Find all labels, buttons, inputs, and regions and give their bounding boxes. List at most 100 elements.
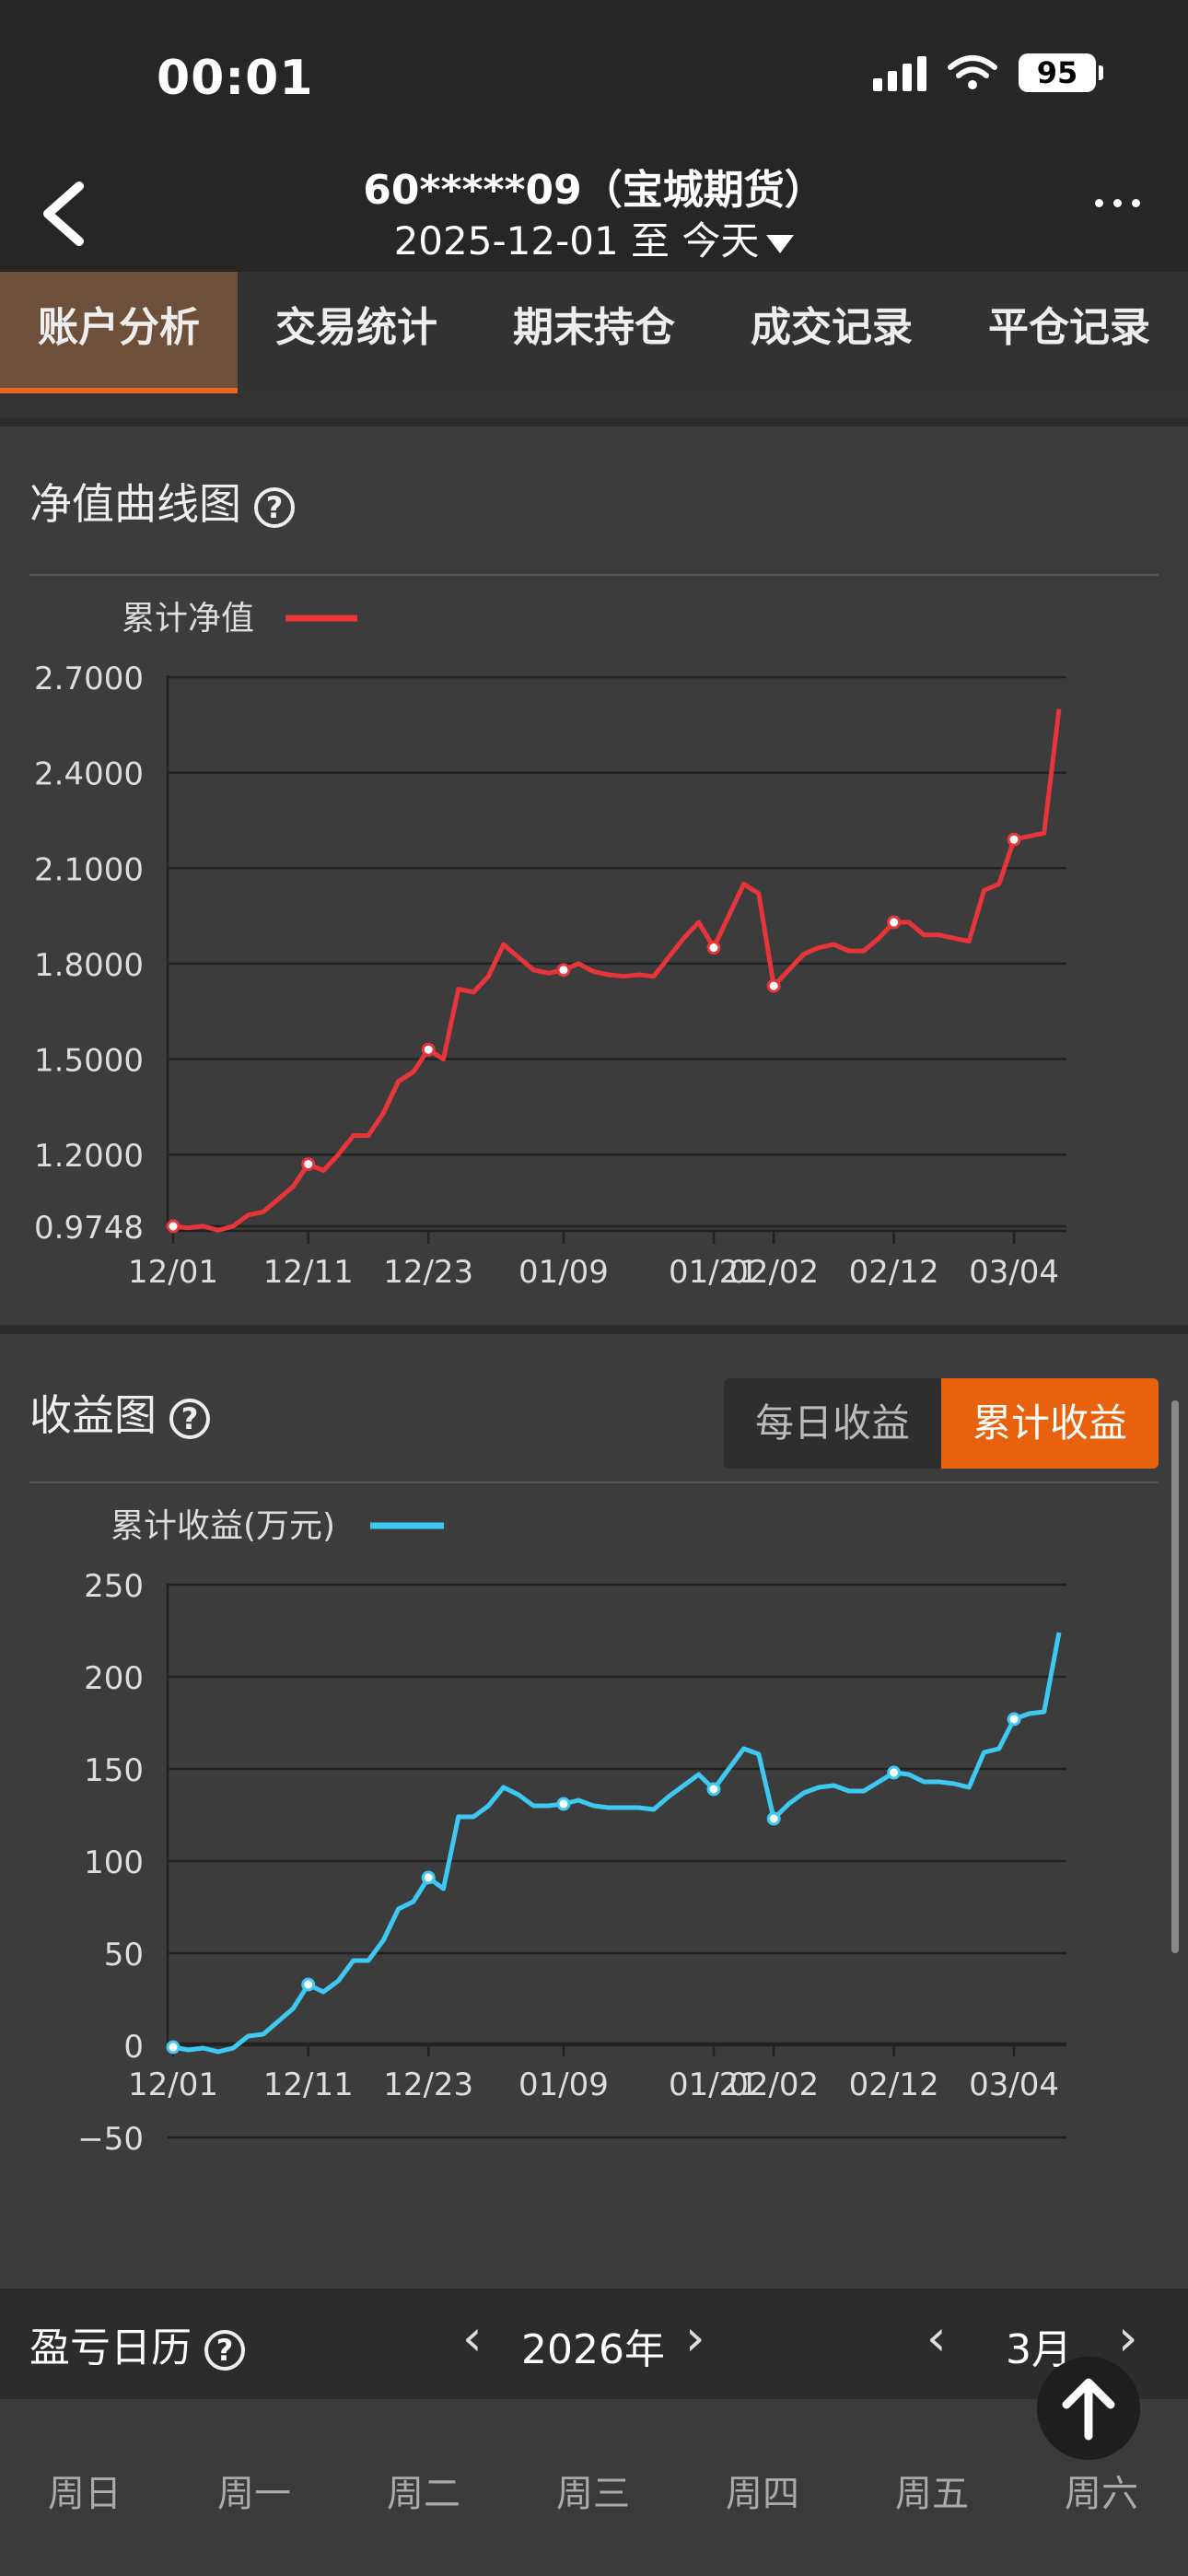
legend-label: 累计净值 <box>122 600 254 638</box>
data-point <box>1007 1712 1021 1727</box>
data-point <box>421 1870 436 1885</box>
pnl-calendar-header: 盈亏日历? ‹ 2026年 › ‹ 3月 › <box>0 2289 1188 2399</box>
calendar-year: 2026年 <box>521 2326 665 2373</box>
signal-icon <box>873 54 926 91</box>
help-icon[interactable]: ? <box>254 486 295 528</box>
nav-chart-title: 净值曲线图 <box>29 479 241 529</box>
tab-fills[interactable]: 成交记录 <box>751 304 913 351</box>
tab-account-analysis[interactable]: 账户分析 <box>0 272 238 393</box>
data-point <box>556 963 571 978</box>
data-point <box>166 2040 181 2055</box>
arrow-up-icon <box>1062 2378 1115 2441</box>
cumulative-profit-button[interactable]: 累计收益 <box>941 1378 1159 1469</box>
y-tick-label: 150 <box>84 1752 144 1789</box>
divider <box>29 1481 1159 1483</box>
date-range-selector[interactable]: 2025-12-01 至 今天 <box>0 210 1188 266</box>
x-tick-label: 02/12 <box>849 2067 939 2103</box>
status-time: 00:01 <box>157 51 314 106</box>
more-menu-icon[interactable] <box>1095 199 1140 207</box>
y-tick-label: 1.2000 <box>34 1138 144 1175</box>
series-line <box>172 1632 1062 2055</box>
data-point <box>766 1811 781 1826</box>
scroll-to-top-button[interactable] <box>1037 2357 1140 2460</box>
back-arrow-icon[interactable] <box>35 177 99 251</box>
help-icon[interactable]: ? <box>204 2330 245 2371</box>
next-year-icon[interactable]: › <box>685 2309 705 2367</box>
prev-month-icon[interactable]: ‹ <box>926 2309 947 2367</box>
next-month-icon[interactable]: › <box>1118 2309 1138 2367</box>
y-tick-label: 250 <box>84 1568 144 1605</box>
profit-chart-title: 收益图 <box>29 1390 157 1440</box>
x-tick-label: 12/11 <box>263 1254 354 1291</box>
nav-chart-card: 净值曲线图? 累计净值 2.7000 2.4000 2.1000 1.8000 1.50… <box>0 427 1188 1325</box>
tab-trade-stats[interactable]: 交易统计 <box>275 304 437 351</box>
weekday-label: 周三 <box>556 2473 630 2515</box>
data-point <box>301 1977 316 1992</box>
x-tick-label: 02/12 <box>849 1254 939 1291</box>
x-tick-label: 03/04 <box>969 2067 1059 2103</box>
x-tick-label: 01/09 <box>518 1254 609 1291</box>
y-tick-label: 50 <box>104 1937 144 1973</box>
x-tick-label: 12/11 <box>263 2067 354 2103</box>
wifi-icon <box>948 55 997 89</box>
tab-bar: 账户分析 交易统计 期末持仓 成交记录 平仓记录 <box>0 272 1188 393</box>
x-tick-label: 01/21 <box>669 2067 759 2103</box>
data-point <box>556 1797 571 1811</box>
weekday-label: 周五 <box>895 2473 969 2515</box>
data-point <box>887 1765 902 1780</box>
profit-chart-title-row: 收益图? <box>29 1382 210 1443</box>
x-tick-label: 01/09 <box>518 2067 609 2103</box>
y-tick-label: 2.1000 <box>34 851 144 888</box>
y-tick-label: 1.5000 <box>34 1043 144 1080</box>
x-tick-label: 01/21 <box>669 1254 759 1291</box>
data-point <box>766 978 781 993</box>
y-tick-label: 2.4000 <box>34 756 144 793</box>
data-point <box>166 1219 181 1234</box>
x-tick-label: 03/04 <box>969 1254 1059 1291</box>
weekday-label: 周日 <box>48 2473 122 2515</box>
date-from: 2025-12-01 <box>393 218 619 263</box>
data-point <box>706 941 721 955</box>
data-point <box>1007 832 1021 847</box>
y-tick-label: 0 <box>123 2029 144 2066</box>
status-bar: 00:01 95 <box>0 0 1188 157</box>
y-tick-label: 100 <box>84 1844 144 1881</box>
x-tick-label: 12/01 <box>128 2067 218 2103</box>
account-title: 60*****09（宝城期货） <box>363 167 825 214</box>
y-tick-label: 0.9748 <box>34 1210 144 1247</box>
weekday-label: 周六 <box>1065 2473 1138 2515</box>
nav-header: 60*****09（宝城期货） 2025-12-01 至 今天 <box>0 157 1188 272</box>
x-tick-label: 12/01 <box>128 1254 218 1291</box>
weekday-row: 周日 周一 周二 周三 周四 周五 周六 <box>0 2399 1188 2576</box>
divider <box>29 574 1159 576</box>
date-to: 今天 <box>681 218 760 263</box>
x-tick-label: 12/23 <box>383 2067 473 2103</box>
x-tick-label: 02/02 <box>728 2067 819 2103</box>
prev-year-icon[interactable]: ‹ <box>462 2309 483 2367</box>
divider <box>0 1325 1188 1334</box>
weekday-label: 周二 <box>387 2473 460 2515</box>
data-point <box>301 1157 316 1172</box>
help-icon[interactable]: ? <box>169 1398 210 1439</box>
weekday-label: 周四 <box>726 2473 799 2515</box>
weekday-label: 周一 <box>217 2473 291 2515</box>
daily-profit-button[interactable]: 每日收益 <box>724 1378 941 1469</box>
profit-chart: 累计收益(万元) 250 200 150 100 50 0 −50 12/01 12/11 12/… <box>77 1507 1066 2158</box>
scrollbar[interactable] <box>1171 1400 1179 1953</box>
tab-positions[interactable]: 期末持仓 <box>513 304 675 351</box>
date-separator: 至 <box>631 218 670 263</box>
x-tick-label: 02/02 <box>728 1254 819 1291</box>
legend-label: 累计收益(万元) <box>111 1507 335 1545</box>
y-tick-label: −50 <box>77 2121 144 2158</box>
status-icons: 95 <box>873 53 1103 92</box>
series-line <box>172 708 1062 1233</box>
tab-close-records[interactable]: 平仓记录 <box>988 304 1150 351</box>
y-tick-label: 2.7000 <box>34 661 144 697</box>
data-point <box>421 1042 436 1057</box>
nav-chart-title-row: 净值曲线图? <box>29 471 295 532</box>
divider <box>0 417 1188 427</box>
data-point <box>887 915 902 930</box>
caret-down-icon <box>766 234 795 253</box>
y-tick-label: 1.8000 <box>34 947 144 984</box>
calendar-title: 盈亏日历 <box>29 2324 192 2371</box>
